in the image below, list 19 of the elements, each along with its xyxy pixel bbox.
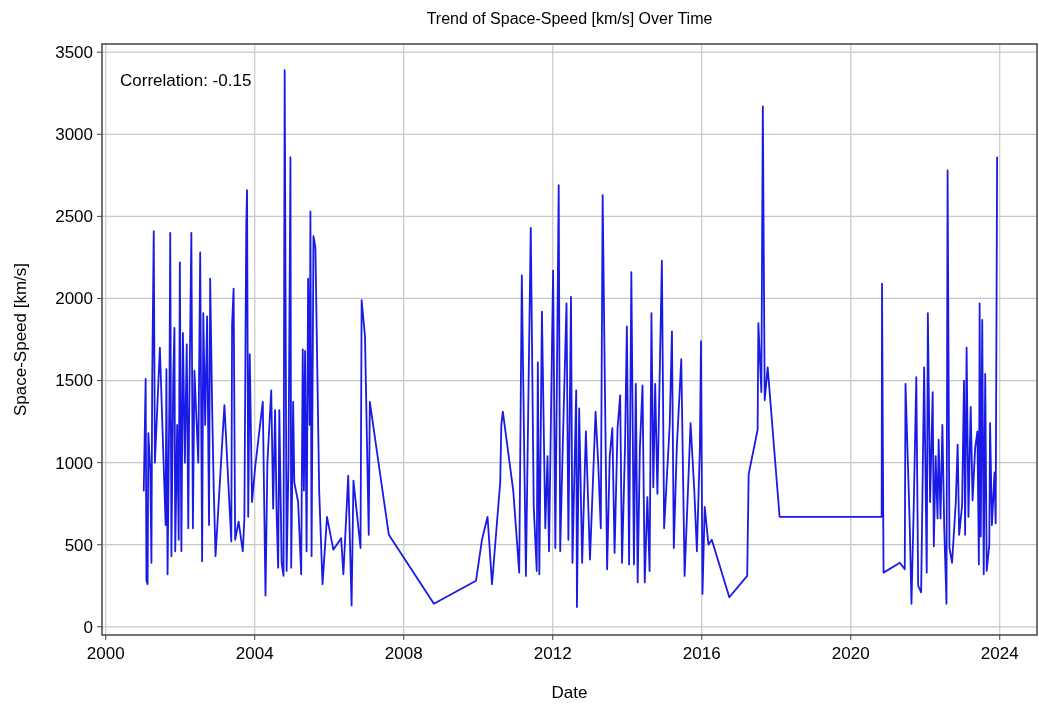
y-tick-label: 2000 bbox=[55, 289, 93, 309]
y-tick-label: 3500 bbox=[55, 43, 93, 63]
y-tick-label: 1000 bbox=[55, 453, 93, 473]
y-tick-label: 3000 bbox=[55, 125, 93, 145]
y-tick-label: 500 bbox=[64, 535, 93, 555]
y-tick-label: 1500 bbox=[55, 371, 93, 391]
y-axis-title: Space-Speed [km/s] bbox=[11, 262, 30, 417]
x-axis-title: Date bbox=[551, 683, 588, 702]
x-tick-label: 2008 bbox=[384, 644, 423, 663]
x-tick-label: 2016 bbox=[682, 644, 721, 663]
annotation: Correlation: -0.15 bbox=[120, 71, 252, 90]
x-tick-label: 2004 bbox=[235, 644, 274, 663]
y-tick-label: 0 bbox=[83, 617, 93, 637]
x-tick-label: 2012 bbox=[533, 644, 572, 663]
y-tick-label: 2500 bbox=[55, 207, 93, 227]
x-tick-label: 2000 bbox=[86, 644, 125, 663]
chart-title: Trend of Space-Speed [km/s] Over Time bbox=[426, 10, 713, 27]
x-tick-label: 2024 bbox=[980, 644, 1019, 663]
x-tick-label: 2020 bbox=[831, 644, 870, 663]
